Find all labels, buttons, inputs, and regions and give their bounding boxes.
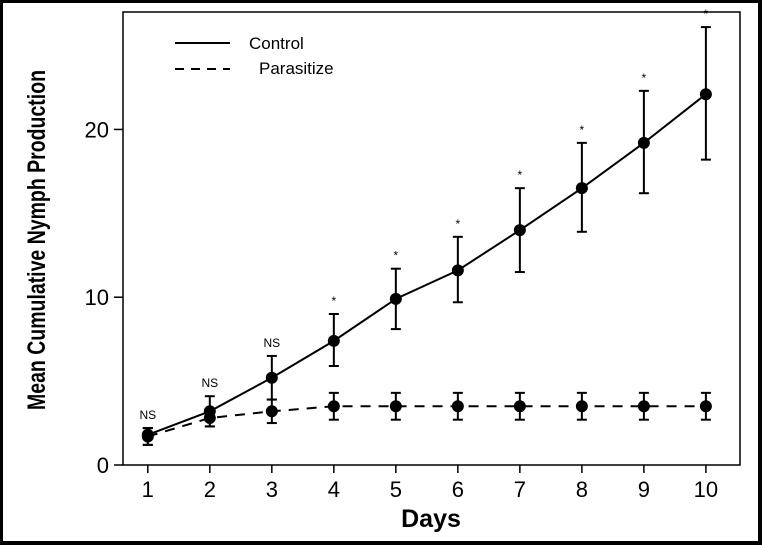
- x-tick-label-0: 1: [142, 477, 154, 502]
- data-point-control-3: [265, 371, 278, 384]
- y-axis: 0 10 20: [85, 117, 123, 478]
- annotation-day-8: *: [580, 123, 585, 137]
- series-line-parasitize: [147, 405, 706, 438]
- data-point-parasitize-5: [389, 400, 402, 413]
- data-point-parasitize-10: [699, 400, 712, 413]
- annotation-day-1: NS: [139, 408, 156, 422]
- data-point-control-5: [389, 292, 402, 305]
- y-axis-title: Mean Cumulative Nymph Production: [23, 70, 51, 410]
- data-point-parasitize-8: [575, 400, 588, 413]
- x-axis-title: Days: [401, 505, 461, 533]
- data-point-control-10: [699, 88, 712, 101]
- annotation-day-4: *: [331, 294, 336, 308]
- data-point-parasitize-3: [265, 405, 278, 418]
- x-tick-label-1: 2: [204, 477, 216, 502]
- significance-annotations: NS NS NS * * * * * * *: [139, 7, 708, 422]
- data-point-parasitize-6: [451, 400, 464, 413]
- x-tick-label-7: 8: [576, 477, 588, 502]
- x-tick-label-3: 4: [328, 477, 340, 502]
- series-parasitize: [141, 391, 712, 446]
- annotation-day-2: NS: [201, 376, 218, 390]
- annotation-day-10: *: [704, 7, 709, 21]
- data-point-parasitize-9: [637, 400, 650, 413]
- x-tick-label-8: 9: [638, 477, 650, 502]
- y-tick-label-1: 10: [85, 285, 109, 310]
- series-line-control: [147, 93, 707, 436]
- annotation-day-7: *: [518, 168, 523, 182]
- x-tick-label-4: 5: [390, 477, 402, 502]
- data-point-parasitize-4: [327, 400, 340, 413]
- data-point-control-7: [513, 224, 526, 237]
- annotation-day-3: NS: [263, 336, 280, 350]
- y-tick-label-2: 20: [85, 117, 109, 142]
- data-point-parasitize-2: [203, 412, 216, 425]
- annotation-day-5: *: [394, 249, 399, 263]
- annotation-day-6: *: [456, 217, 461, 231]
- legend-label-control: Control: [249, 34, 304, 53]
- data-point-control-4: [327, 334, 340, 347]
- data-point-control-9: [637, 136, 650, 149]
- plot-area: [122, 11, 741, 466]
- x-tick-label-9: 10: [694, 477, 718, 502]
- annotation-day-9: *: [642, 71, 647, 85]
- x-tick-label-6: 7: [514, 477, 526, 502]
- x-tick-label-5: 6: [452, 477, 464, 502]
- data-point-parasitize-1: [141, 430, 154, 443]
- series-layer: [141, 26, 712, 446]
- legend: Control Parasitize: [175, 34, 334, 78]
- data-point-control-8: [575, 182, 588, 195]
- x-axis: 1 2 3 4 5 6 7 8 9 10: [142, 465, 718, 502]
- y-tick-label-0: 0: [97, 453, 109, 478]
- legend-label-parasitize: Parasitize: [259, 59, 334, 78]
- series-control: [141, 26, 712, 446]
- data-point-parasitize-7: [513, 400, 526, 413]
- x-tick-label-2: 3: [266, 477, 278, 502]
- data-point-control-6: [451, 264, 464, 277]
